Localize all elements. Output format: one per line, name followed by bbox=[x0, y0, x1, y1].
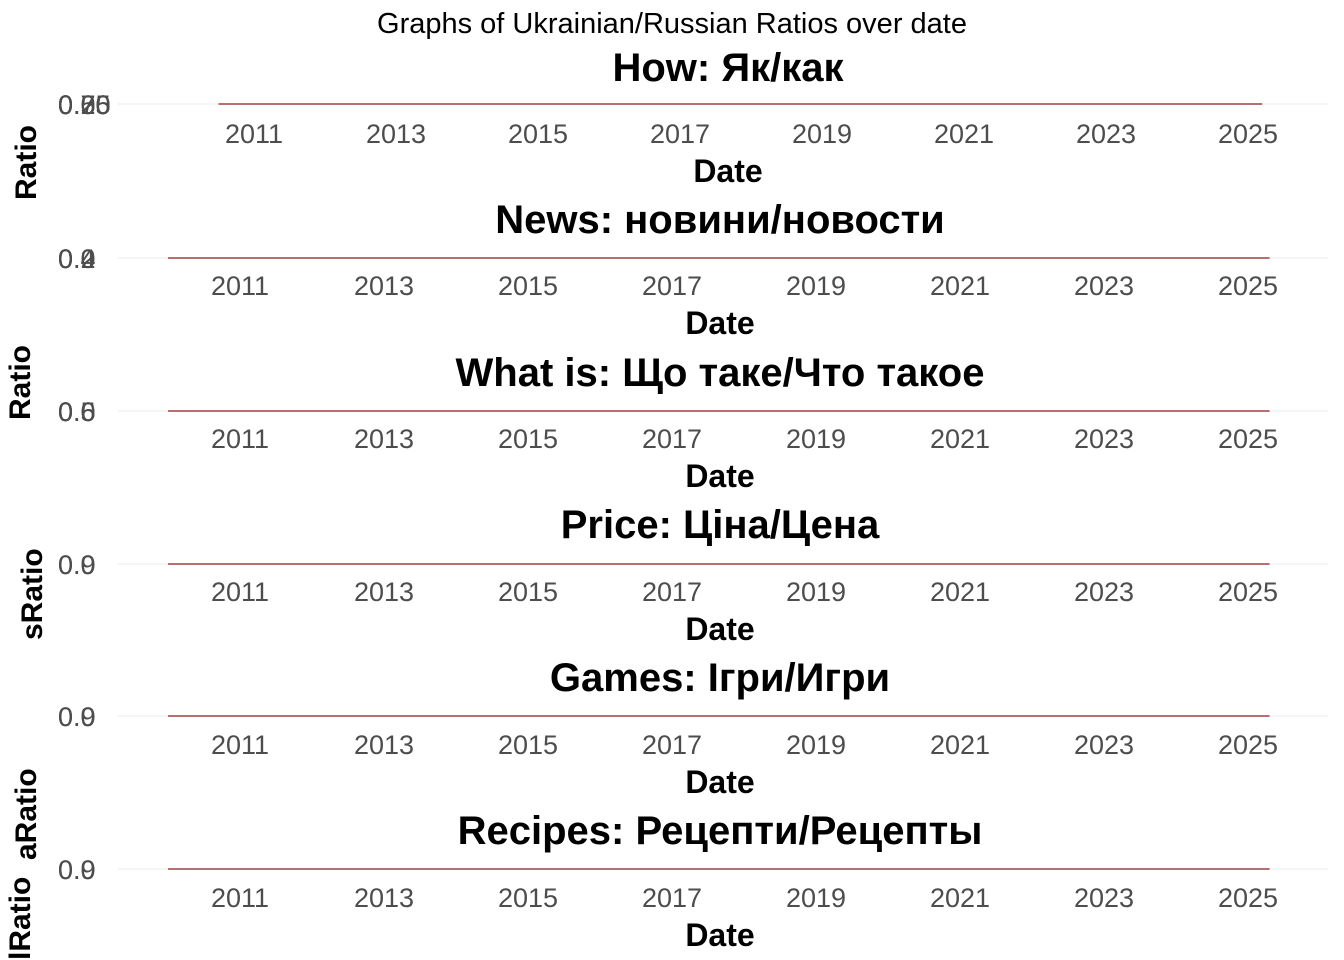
x-tick-label: 2013 bbox=[354, 883, 414, 913]
x-axis-label: Date bbox=[685, 611, 754, 647]
y-tick-label: 0.0 bbox=[58, 550, 96, 580]
y-axis-label-fragment: sRatio bbox=[16, 548, 49, 640]
panel-stack: 0.750.500.250.00 2011 2013 2015 2017 2019 2021… bbox=[58, 46, 1328, 953]
y-tick-label: 0.0 bbox=[58, 397, 96, 427]
x-tick-label: 2021 bbox=[934, 119, 994, 149]
x-tick-label: 2017 bbox=[642, 577, 702, 607]
y-tick-label: 0.0 bbox=[58, 244, 96, 274]
x-tick-label: 2011 bbox=[225, 119, 283, 149]
y-tick-label: 0.75 bbox=[58, 90, 111, 120]
panel: 0.40.20.0 2011 2013 2015 2017 2019 2021 2023 202… bbox=[58, 198, 1328, 341]
y-axis-label-fragment: aRatio bbox=[10, 768, 43, 860]
x-tick-label: 2023 bbox=[1076, 119, 1136, 149]
x-tick-label: 2019 bbox=[786, 577, 846, 607]
x-tick-label: 2019 bbox=[786, 730, 846, 760]
panel-title: Games: Ігри/Игри bbox=[550, 656, 890, 700]
x-tick-label: 2025 bbox=[1218, 424, 1278, 454]
x-tick-label: 2025 bbox=[1218, 577, 1278, 607]
panel-title: How: Як/как bbox=[612, 46, 844, 90]
panel: 0.90.0 2011 2013 2015 2017 2019 2021 2023 2025 Pr… bbox=[58, 503, 1328, 647]
y-tick-label: 0.9 bbox=[58, 702, 96, 732]
x-tick-label: 2015 bbox=[498, 883, 558, 913]
x-tick-label: 2021 bbox=[930, 271, 990, 301]
x-tick-label: 2019 bbox=[786, 883, 846, 913]
x-tick-label: 2019 bbox=[786, 271, 846, 301]
panel-title: What is: Що таке/Что такое bbox=[456, 351, 985, 395]
x-tick-label: 2015 bbox=[508, 119, 568, 149]
x-axis-label: Date bbox=[693, 153, 762, 189]
y-tick-label: 0.50 bbox=[58, 90, 111, 120]
x-tick-label: 2021 bbox=[930, 577, 990, 607]
x-tick-label: 2011 bbox=[211, 577, 269, 607]
y-tick-label: 0.00 bbox=[58, 90, 111, 120]
x-tick-label: 2011 bbox=[211, 883, 269, 913]
y-axis-label-fragment: lRatio bbox=[4, 877, 37, 960]
x-tick-label: 2021 bbox=[930, 730, 990, 760]
x-tick-label: 2019 bbox=[792, 119, 852, 149]
y-tick-label: 0.6 bbox=[58, 397, 96, 427]
panel-title: Recipes: Рецепти/Рецепты bbox=[458, 809, 983, 853]
x-tick-label: 2013 bbox=[354, 730, 414, 760]
y-axis-label-stack: lRatio aRatio sRatio Ratio Ratio bbox=[4, 125, 49, 960]
y-axis-label-fragment: Ratio bbox=[4, 345, 37, 420]
x-tick-label: 2025 bbox=[1218, 119, 1278, 149]
x-axis-label: Date bbox=[685, 917, 754, 953]
x-tick-label: 2021 bbox=[930, 424, 990, 454]
y-tick-label: 0.0 bbox=[58, 702, 96, 732]
x-tick-label: 2017 bbox=[650, 119, 710, 149]
y-tick-label: 0.9 bbox=[58, 550, 96, 580]
x-tick-label: 2025 bbox=[1218, 271, 1278, 301]
panel-title: Price: Ціна/Цена bbox=[561, 503, 880, 547]
x-tick-label: 2023 bbox=[1074, 730, 1134, 760]
y-tick-label: 0.9 bbox=[58, 855, 96, 885]
figure-title: Graphs of Ukrainian/Russian Ratios over … bbox=[377, 8, 967, 40]
x-tick-label: 2013 bbox=[354, 577, 414, 607]
y-tick-label: 0.2 bbox=[58, 244, 96, 274]
x-tick-label: 2015 bbox=[498, 730, 558, 760]
y-axis-label-fragment: Ratio bbox=[10, 125, 43, 200]
x-tick-label: 2013 bbox=[354, 271, 414, 301]
x-tick-label: 2015 bbox=[498, 424, 558, 454]
panel-title: News: новини/новости bbox=[495, 198, 945, 242]
x-tick-label: 2023 bbox=[1074, 883, 1134, 913]
x-axis-label: Date bbox=[685, 764, 754, 800]
x-axis-label: Date bbox=[685, 305, 754, 341]
x-tick-label: 2019 bbox=[786, 424, 846, 454]
x-tick-label: 2021 bbox=[930, 883, 990, 913]
x-axis-label: Date bbox=[685, 458, 754, 494]
x-tick-label: 2017 bbox=[642, 424, 702, 454]
x-tick-label: 2025 bbox=[1218, 730, 1278, 760]
panel: 0.90.0 2011 2013 2015 2017 2019 2021 2023 2025 Re… bbox=[58, 809, 1328, 953]
x-tick-label: 2025 bbox=[1218, 883, 1278, 913]
y-tick-label: 0.25 bbox=[58, 90, 111, 120]
panel: 0.90.0 2011 2013 2015 2017 2019 2021 2023 2025 Ga… bbox=[58, 656, 1328, 800]
x-tick-label: 2023 bbox=[1074, 577, 1134, 607]
panel: 0.750.500.250.00 2011 2013 2015 2017 2019 2021… bbox=[58, 46, 1328, 189]
x-tick-label: 2015 bbox=[498, 271, 558, 301]
x-tick-label: 2013 bbox=[366, 119, 426, 149]
y-tick-label: 0.0 bbox=[58, 855, 96, 885]
y-tick-label: 0.4 bbox=[58, 244, 96, 274]
x-tick-label: 2011 bbox=[211, 271, 269, 301]
x-tick-label: 2023 bbox=[1074, 424, 1134, 454]
x-tick-label: 2013 bbox=[354, 424, 414, 454]
x-tick-label: 2017 bbox=[642, 271, 702, 301]
x-tick-label: 2017 bbox=[642, 730, 702, 760]
x-tick-label: 2011 bbox=[211, 730, 269, 760]
panel: 0.60.50.0 2011 2013 2015 2017 2019 2021 2023 202… bbox=[58, 351, 1328, 494]
x-tick-label: 2023 bbox=[1074, 271, 1134, 301]
y-tick-label: 0.5 bbox=[58, 397, 96, 427]
x-tick-label: 2017 bbox=[642, 883, 702, 913]
x-tick-label: 2011 bbox=[211, 424, 269, 454]
x-tick-label: 2015 bbox=[498, 577, 558, 607]
